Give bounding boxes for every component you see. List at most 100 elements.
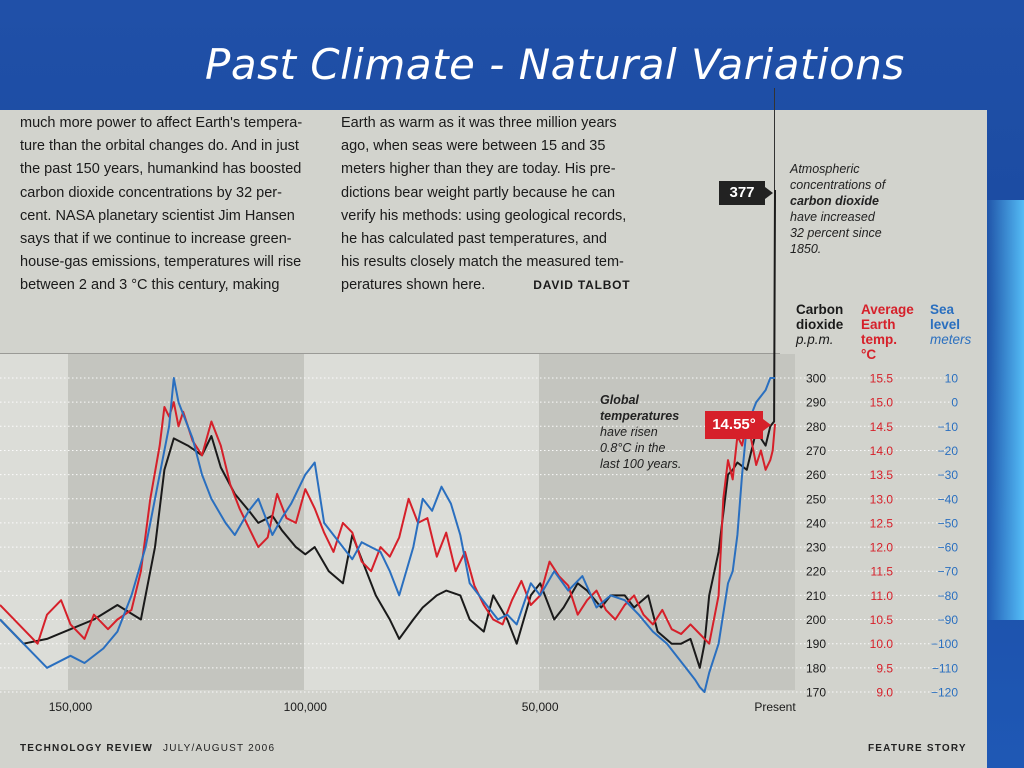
sea-tick-label: −50 [938, 516, 959, 530]
footer-right: FEATURE STORY [868, 743, 967, 754]
co2-tick-label: 220 [806, 565, 826, 579]
annotation-line: last 100 years. [600, 457, 682, 471]
article-line: meters higher than they are today. His p… [341, 161, 616, 178]
article-line: dictions bear weight partly because he c… [341, 184, 616, 201]
tick-labels: 300 15.5 10 290 15.0 0 280 14.5 −10 270 14.0 −20 260… [49, 372, 959, 715]
co2-tick-label: 230 [806, 541, 826, 555]
article-line-last: peratures shown here. DAVID TALBOT [341, 274, 630, 297]
temp-value-badge: 14.55° [705, 411, 771, 439]
sea-tick-label: −40 [938, 492, 959, 506]
figure-content: much more power to affect Earth's temper… [0, 110, 987, 768]
temp-tick-label: 10.0 [870, 637, 894, 651]
article-line: Earth as warm as it was three million ye… [341, 115, 617, 131]
co2-tick-label: 260 [806, 468, 826, 482]
temp-tick-label: 10.5 [870, 613, 894, 627]
article-line: says that if we continue to increase gre… [20, 231, 292, 248]
co2-value-badge: 377 [719, 181, 773, 205]
article-line: the past 150 years, humankind has booste… [20, 161, 302, 178]
annotation-line: concentrations of [790, 178, 886, 192]
temp-tick-label: 15.0 [870, 396, 894, 410]
article-line: much more power to affect Earth's temper… [20, 115, 303, 131]
legend-line: dioxide [796, 317, 844, 332]
temp-tick-label: 13.5 [870, 468, 894, 482]
byline: DAVID TALBOT [533, 278, 631, 293]
co2-tick-label: 180 [806, 661, 826, 675]
x-tick-label: 50,000 [522, 700, 559, 714]
co2-tick-label: 270 [806, 444, 826, 458]
series-line-sea [0, 377, 775, 693]
x-tick-label: 150,000 [49, 700, 93, 714]
co2-tick-label: 170 [806, 686, 826, 700]
sea-tick-label: 0 [951, 396, 958, 410]
co2-tick-label: 290 [806, 396, 826, 410]
article-line: verify his methods: using geological rec… [341, 207, 627, 224]
co2-tick-label: 190 [806, 637, 826, 651]
annotation-line: have increased [790, 210, 875, 224]
article-line: carbon dioxide concentrations by 32 per- [20, 184, 282, 201]
temp-tick-label: 15.5 [870, 372, 894, 386]
footer-publication: TECHNOLOGY REVIEW [20, 743, 154, 754]
legend-line: Earth [861, 317, 896, 332]
co2-tick-label: 200 [806, 613, 826, 627]
temp-axis-header: Average Earth temp. °C [861, 302, 914, 362]
temp-tick-label: 12.5 [870, 516, 894, 530]
temp-tick-label: 13.0 [870, 492, 894, 506]
x-tick-label: 100,000 [284, 700, 328, 714]
footer-left: TECHNOLOGY REVIEW JULY/AUGUST 2006 [20, 743, 275, 754]
article-line: ture than the orbital changes do. And in… [20, 138, 299, 155]
temp-tick-label: 9.5 [876, 661, 893, 675]
co2-tick-label: 280 [806, 420, 826, 434]
temp-tick-label: 11.5 [871, 565, 894, 579]
series-lines [0, 189, 776, 693]
article-line: his results closely match the measured t… [341, 254, 624, 271]
article-line: between 2 and 3 °C this century, making [20, 277, 280, 294]
legend-unit: meters [930, 332, 972, 347]
article-line: peratures shown here. [341, 277, 486, 294]
article-line: ago, when seas were between 15 and 35 [341, 138, 606, 155]
co2-tick-label: 250 [806, 492, 826, 506]
annotation-line: carbon dioxide [790, 194, 879, 208]
co2-axis-header: Carbon dioxide p.p.m. [796, 302, 843, 347]
sea-tick-label: −60 [938, 541, 959, 555]
annotation-line: Atmospheric [790, 162, 860, 176]
slide-edge-glow [984, 200, 1024, 620]
sea-tick-label: 10 [945, 372, 959, 386]
article-column-1: much more power to affect Earth's temper… [20, 112, 302, 298]
annotation-line: 0.8°C in the [600, 441, 666, 455]
article-line: he has calculated past temperatures, and [341, 231, 607, 248]
legend-line: temp. [861, 332, 898, 347]
legend-line: Carbon [796, 302, 844, 317]
sea-axis-header: Sea level meters [930, 302, 971, 347]
sea-tick-label: −30 [938, 468, 959, 482]
co2-tick-label: 210 [806, 589, 826, 603]
sea-tick-label: −90 [938, 613, 959, 627]
temp-tick-label: 14.5 [870, 420, 894, 434]
x-tick-label: Present [754, 700, 796, 714]
sea-tick-label: −80 [938, 589, 959, 603]
annotation-line: have risen [600, 425, 658, 439]
sea-tick-label: −110 [932, 661, 958, 675]
temp-tick-label: 14.0 [870, 444, 894, 458]
annotation-line: Global [600, 393, 639, 407]
temp-tick-label: 12.0 [870, 541, 894, 555]
legend-line: Sea [930, 302, 955, 317]
sea-tick-label: −20 [938, 444, 959, 458]
legend-unit: p.p.m. [796, 332, 834, 347]
sea-tick-label: −100 [931, 637, 958, 651]
temp-tick-label: 9.0 [876, 686, 893, 700]
chart-band [68, 354, 304, 690]
temp-tick-label: 11.0 [871, 589, 894, 603]
slide-title: Past Climate - Natural Variations [205, 40, 905, 89]
chart-top-rule [0, 353, 780, 354]
legend-unit: °C [861, 347, 877, 362]
series-line-temp [0, 401, 776, 645]
sea-tick-label: −70 [938, 565, 959, 579]
article-column-2: Earth as warm as it was three million ye… [341, 112, 630, 298]
annotation-line: temperatures [600, 409, 680, 423]
legend-line: Average [861, 302, 914, 317]
legend-line: level [930, 317, 961, 332]
sea-tick-label: −120 [931, 686, 958, 700]
article-line: cent. NASA planetary scientist Jim Hanse… [20, 207, 295, 224]
sea-tick-label: −10 [938, 420, 959, 434]
